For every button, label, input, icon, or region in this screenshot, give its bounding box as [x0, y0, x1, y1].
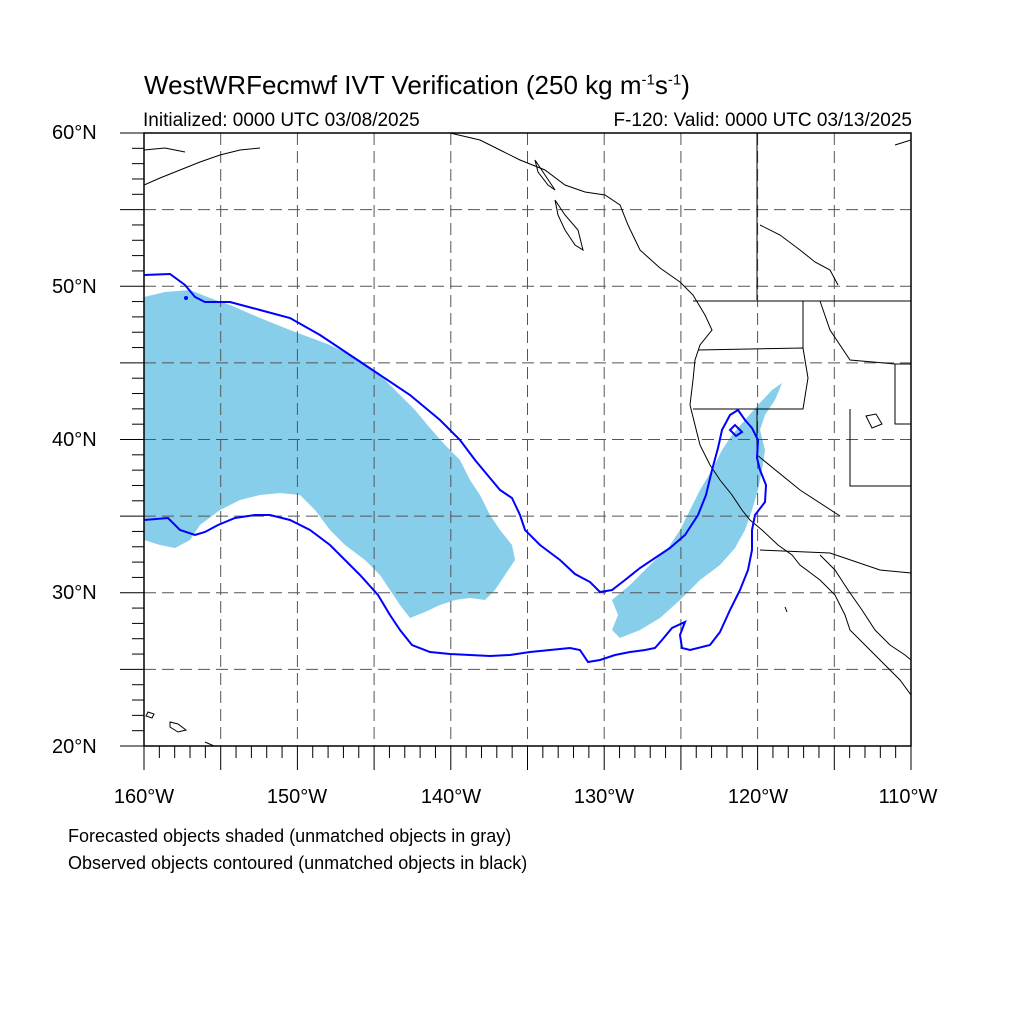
observed-object-contour [728, 423, 744, 438]
minor-ticks [132, 147, 897, 758]
valid-time-label: F-120: Valid: 0000 UTC 03/13/2025 [613, 110, 912, 131]
boundaries [693, 133, 911, 574]
grid-lines [144, 133, 911, 746]
observed-object-contour [144, 272, 768, 664]
init-time-label: Initialized: 0000 UTC 03/08/2025 [143, 110, 420, 131]
lat-label-20n: 20°N [52, 736, 97, 758]
coastlines [144, 133, 911, 746]
figure-title: WestWRFecmwf IVT Verification (250 kg m-… [144, 70, 690, 100]
lon-label-160w: 160°W [113, 786, 175, 808]
lat-label-40n: 40°N [52, 429, 97, 451]
legend-forecast-note: Forecasted objects shaded (unmatched obj… [68, 826, 512, 846]
lat-label-60n: 60°N [52, 122, 97, 144]
forecast-object-shading [144, 290, 515, 618]
lat-label-30n: 30°N [52, 582, 97, 604]
lat-label-50n: 50°N [52, 276, 97, 298]
lon-label-110w: 110°W [878, 786, 938, 808]
lon-label-120w: 120°W [727, 786, 789, 808]
axis-ticks [120, 132, 912, 770]
forecast-object-shading [612, 383, 782, 638]
lon-label-150w: 150°W [266, 786, 328, 808]
legend-observed-note: Observed objects contoured (unmatched ob… [68, 853, 528, 873]
lon-label-140w: 140°W [420, 786, 482, 808]
lon-label-130w: 130°W [573, 786, 635, 808]
observed-object-contour [184, 296, 188, 300]
